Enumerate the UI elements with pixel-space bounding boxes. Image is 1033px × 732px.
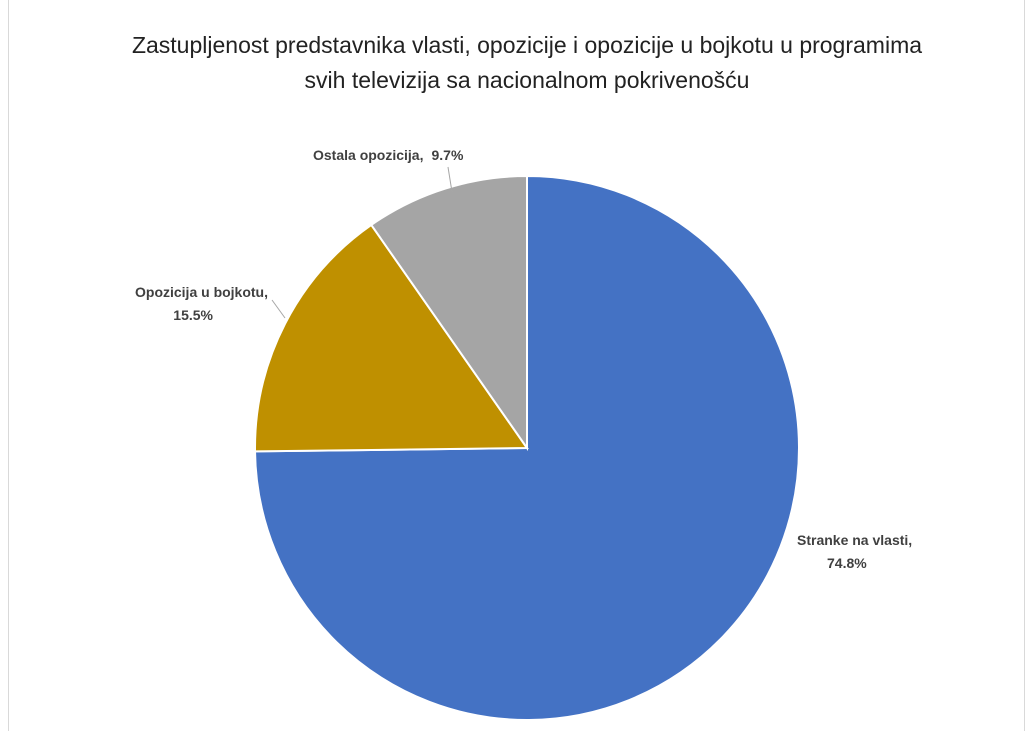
leader-line [271,299,286,319]
data-label-value: 74.8% [827,555,867,571]
data-label: Opozicija u bojkotu, 15.5% [135,284,268,323]
leader-line [447,166,453,193]
pie-slice [369,174,528,452]
pie-slice [254,223,529,453]
data-label-category: Ostala opozicija, [313,147,423,163]
data-label-value: 9.7% [431,147,463,163]
chart-title: Zastupljenost predstavnika vlasti, opozi… [131,32,929,93]
data-label: Stranke na vlasti, 74.8% [797,532,912,571]
data-label-category: Stranke na vlasti, [797,532,912,548]
data-label-category: Opozicija u bojkotu, [135,284,268,300]
chart-frame [8,0,1025,731]
pie-slice [254,174,800,721]
data-label: Ostala opozicija, 9.7% [313,147,464,163]
data-label-value: 15.5% [173,307,213,323]
